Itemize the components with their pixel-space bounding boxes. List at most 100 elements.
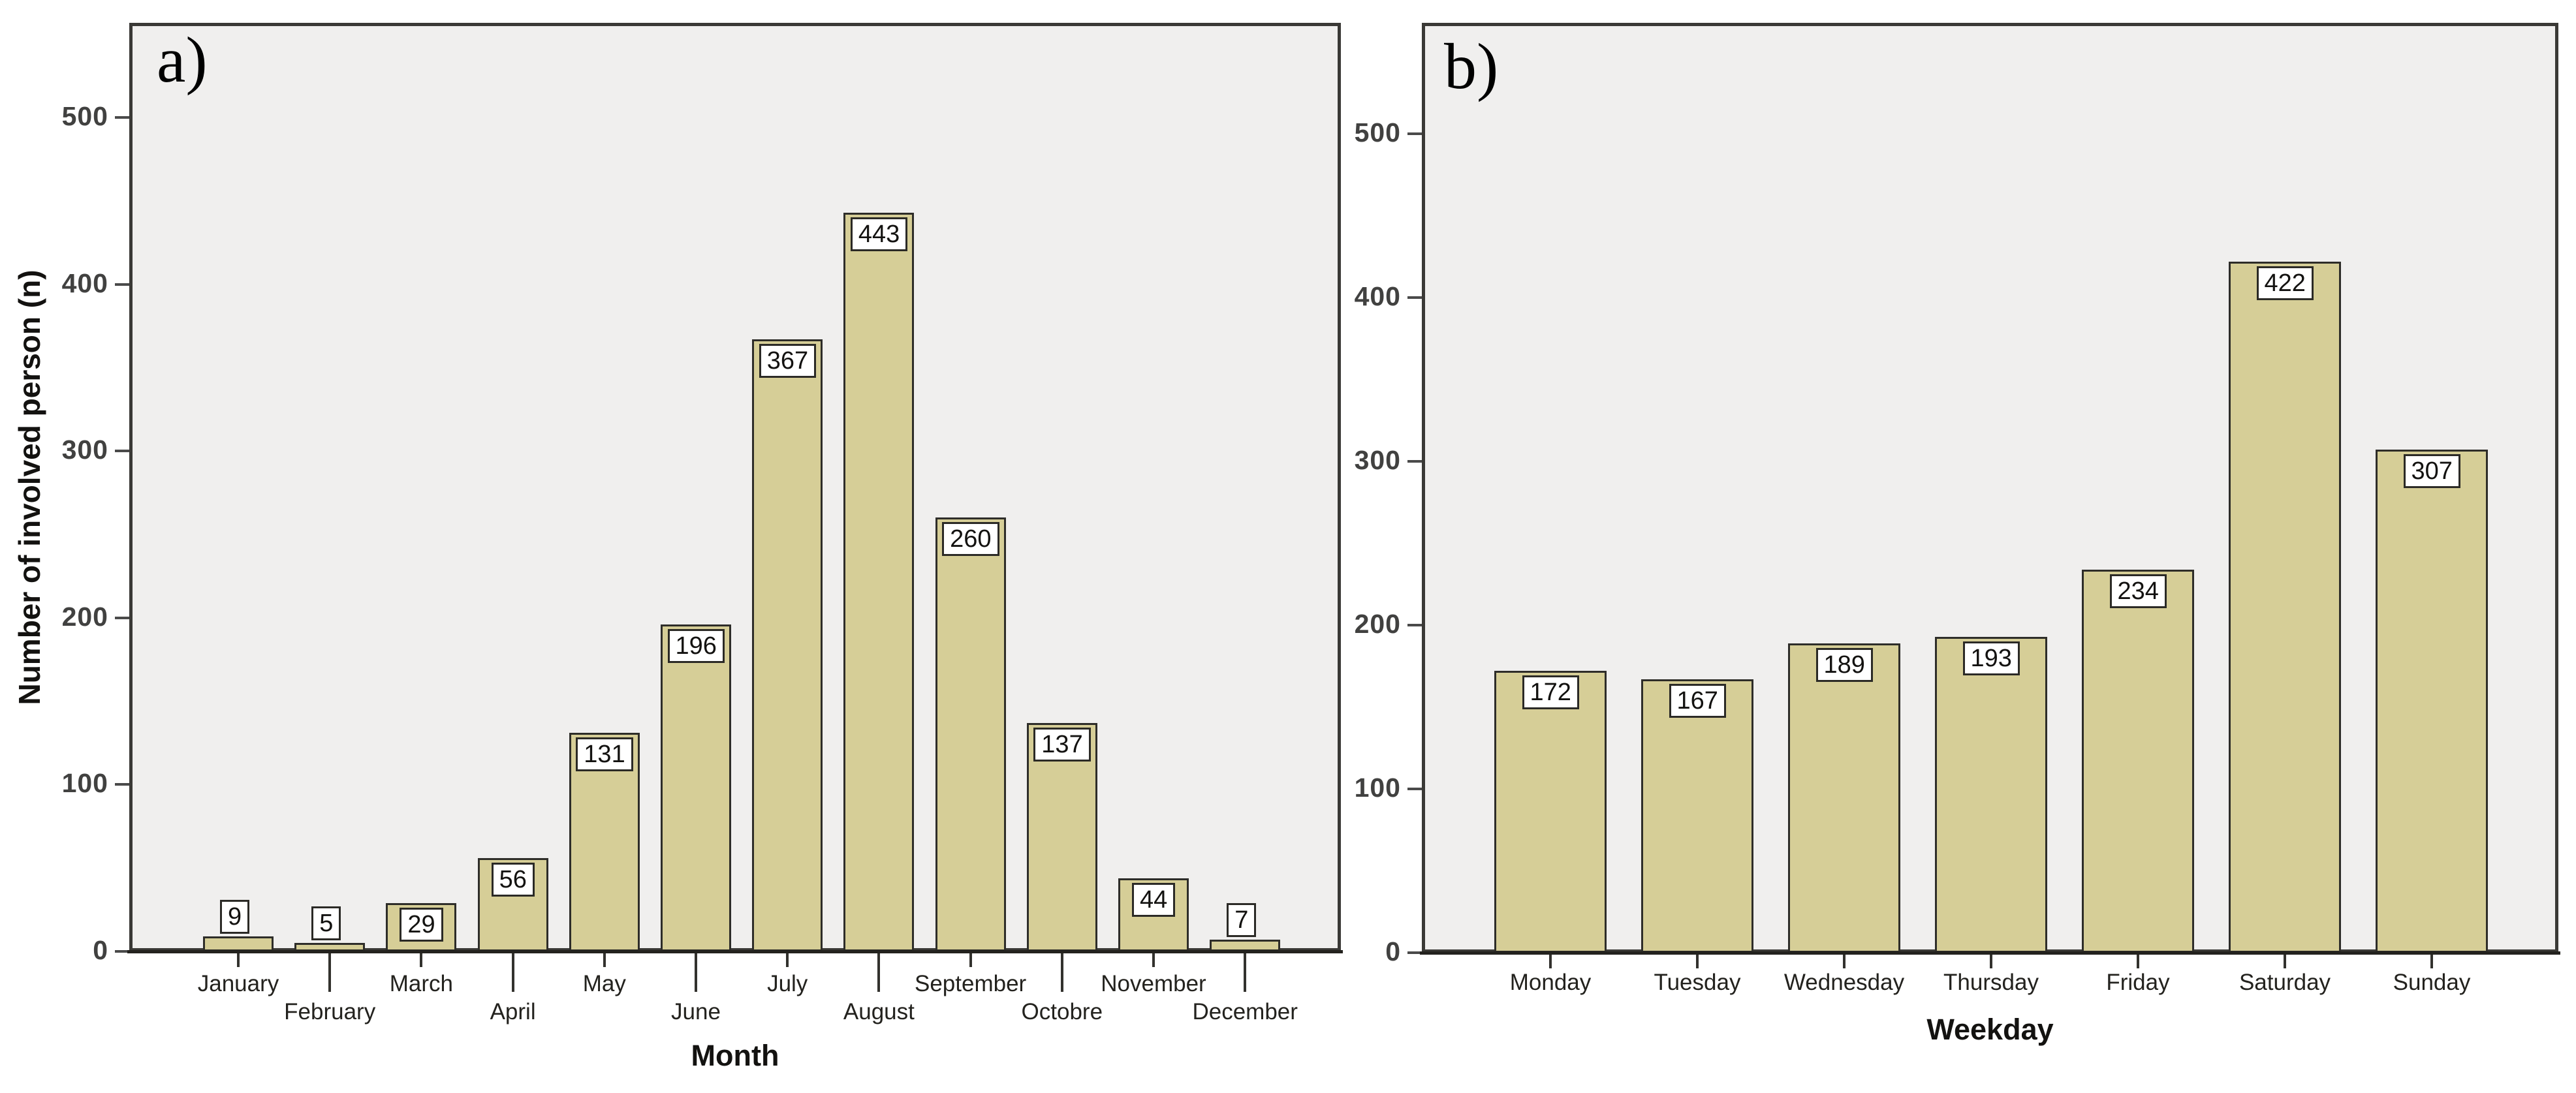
bar-value-label-june: 196 [667, 629, 725, 664]
bar-value-label-january: 9 [220, 899, 250, 934]
y-axis-tick-label: 400 [1354, 281, 1401, 311]
x-axis-tick-mark [2284, 953, 2286, 968]
x-axis-tick-mark [328, 951, 332, 992]
bar-sunday [2376, 450, 2488, 953]
bar-september [935, 517, 1006, 951]
y-axis-tick-label: 100 [1354, 773, 1401, 803]
bar-value-label-monday: 172 [1522, 675, 1579, 710]
x-axis-tick-mark [1152, 951, 1155, 967]
y-axis-tick-mark [1407, 624, 1422, 626]
x-axis-tick-label-december: December [1192, 999, 1298, 1024]
bar-saturday [2229, 261, 2341, 953]
bar-value-label-september: 260 [942, 522, 999, 557]
x-axis-tick-label-friday: Friday [2106, 970, 2170, 995]
x-axis-tick-label-saturday: Saturday [2238, 970, 2331, 995]
y-axis-tick-mark [115, 450, 129, 453]
y-axis-tick-mark [1407, 951, 1422, 954]
x-axis-tick-label-wednesday: Wednesday [1783, 970, 1905, 995]
panel-letter-a: a) [157, 23, 208, 96]
x-axis-tick-label-tuesday: Tuesday [1654, 970, 1741, 995]
bar-monday [1494, 671, 1607, 953]
x-axis-tick-label-thursday: Thursday [1943, 970, 2039, 995]
x-axis-tick-mark [237, 951, 240, 967]
bar-june [661, 624, 731, 951]
bar-value-label-december: 7 [1227, 903, 1257, 938]
x-axis-tick-mark [511, 951, 514, 992]
y-axis-tick-label: 300 [1354, 445, 1401, 475]
x-axis-tick-label-july: July [767, 971, 808, 996]
y-axis-tick-label: 0 [1385, 936, 1401, 966]
x-axis-line-b [1420, 951, 2560, 955]
bar-value-label-may: 131 [576, 737, 633, 772]
x-axis-tick-label-monday: Monday [1509, 970, 1592, 995]
bar-august [843, 212, 915, 951]
x-axis-tick-mark [786, 951, 789, 967]
x-axis-title-a: Month [691, 1039, 779, 1072]
x-axis-line-a [127, 950, 1343, 953]
bar-value-label-august: 443 [850, 217, 908, 251]
bar-value-label-wednesday: 189 [1815, 647, 1873, 682]
x-axis-tick-mark [877, 951, 881, 992]
x-axis-tick-label-june: June [671, 999, 721, 1024]
y-axis-tick-mark [115, 616, 129, 619]
x-axis-tick-mark [1244, 951, 1247, 992]
bar-value-label-thursday: 193 [1962, 641, 2020, 675]
x-axis-tick-label-january: January [197, 971, 279, 996]
y-axis-tick-label: 500 [1354, 117, 1401, 147]
y-axis-tick-label: 300 [61, 435, 108, 465]
bar-july [752, 339, 823, 951]
bar-value-label-february: 5 [311, 906, 341, 941]
bar-value-label-july: 367 [759, 343, 817, 378]
x-axis-tick-mark [2430, 953, 2433, 968]
y-axis-tick-mark [115, 283, 129, 286]
x-axis-tick-label-march: March [389, 971, 454, 996]
bar-value-label-sunday: 307 [2403, 454, 2460, 489]
bar-wednesday [1788, 643, 1900, 953]
bar-thursday [1935, 636, 2047, 953]
y-axis-tick-mark [115, 950, 129, 953]
y-axis-tick-label: 500 [61, 101, 108, 131]
x-axis-tick-mark [1549, 953, 1552, 968]
x-axis-tick-mark [969, 951, 972, 967]
x-axis-tick-mark [2137, 953, 2139, 968]
y-axis-tick-mark [115, 116, 129, 119]
bar-value-label-march: 29 [400, 907, 443, 942]
x-axis-tick-label-september: September [914, 971, 1027, 996]
x-axis-tick-label-may: May [582, 971, 626, 996]
x-axis-title-b: Weekday [1926, 1013, 2054, 1046]
y-axis-tick-mark [1407, 296, 1422, 299]
y-axis-tick-label: 100 [61, 768, 108, 799]
plot-area-a [129, 23, 1341, 951]
x-axis-tick-label-august: August [843, 999, 915, 1024]
x-axis-tick-mark [420, 951, 423, 967]
y-axis-tick-mark [1407, 460, 1422, 463]
bar-value-label-tuesday: 167 [1669, 683, 1726, 718]
bar-value-label-saturday: 422 [2256, 266, 2314, 300]
x-axis-tick-label-sunday: Sunday [2393, 970, 2471, 995]
bar-value-label-octobre: 137 [1033, 727, 1091, 762]
bar-value-label-november: 44 [1132, 882, 1176, 917]
x-axis-tick-label-april: April [490, 999, 536, 1024]
y-axis-tick-label: 200 [61, 601, 108, 632]
x-axis-tick-label-february: February [284, 999, 376, 1024]
x-axis-tick-mark [1843, 953, 1846, 968]
x-axis-tick-mark [603, 951, 606, 967]
x-axis-tick-mark [695, 951, 697, 992]
x-axis-tick-mark [1060, 951, 1063, 992]
y-axis-tick-label: 400 [61, 268, 108, 298]
x-axis-tick-mark [1990, 953, 1992, 968]
y-axis-tick-mark [1407, 132, 1422, 135]
y-axis-tick-mark [1407, 788, 1422, 790]
bar-value-label-april: 56 [491, 862, 535, 897]
x-axis-tick-label-octobre: Octobre [1021, 999, 1103, 1024]
y-axis-tick-label: 0 [93, 935, 108, 965]
panel-letter-b: b) [1444, 30, 1499, 102]
bar-friday [2082, 569, 2194, 953]
bar-january [203, 936, 274, 951]
y-axis-tick-mark [115, 783, 129, 786]
y-axis-tick-label: 200 [1354, 609, 1401, 639]
x-axis-tick-label-november: November [1101, 971, 1206, 996]
